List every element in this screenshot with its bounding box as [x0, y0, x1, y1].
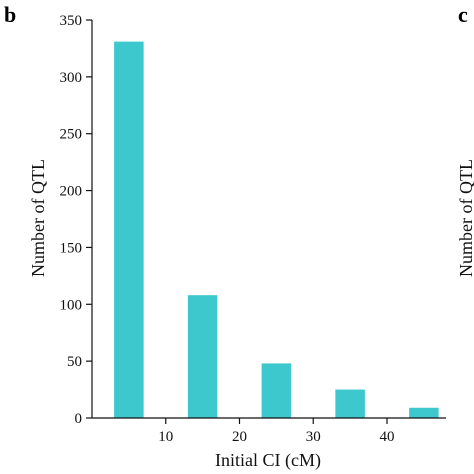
- bar-4: [409, 407, 439, 418]
- panel-letter-b: b: [4, 2, 16, 27]
- bar-0: [114, 41, 144, 418]
- y-tick-label-250: 250: [60, 127, 83, 143]
- y-tick-label-100: 100: [60, 297, 83, 313]
- y-tick-label-350: 350: [60, 13, 83, 29]
- bars-group: [114, 41, 439, 418]
- x-tick-label-40: 40: [380, 429, 395, 445]
- x-axis: 10 20 30 40: [92, 417, 446, 445]
- y-axis-title: Number of QTL: [28, 159, 48, 277]
- bar-1: [187, 295, 218, 418]
- x-tick-label-30: 30: [306, 429, 321, 445]
- neighbor-y-axis-title: Number of QTL: [456, 159, 474, 277]
- x-tick-label-10: 10: [158, 429, 173, 445]
- bar-2: [261, 363, 292, 418]
- y-tick-label-50: 50: [67, 354, 82, 370]
- y-tick-label-0: 0: [75, 411, 83, 427]
- bar-3: [335, 389, 365, 418]
- y-tick-label-150: 150: [60, 240, 83, 256]
- y-tick-label-300: 300: [60, 70, 83, 86]
- y-axis: 0 50 100 150 200 250 300 350: [60, 13, 93, 427]
- y-tick-label-200: 200: [60, 184, 83, 200]
- x-axis-title: Initial CI (cM): [215, 450, 321, 471]
- x-tick-label-20: 20: [232, 429, 247, 445]
- panel-letter-c: c: [458, 2, 468, 27]
